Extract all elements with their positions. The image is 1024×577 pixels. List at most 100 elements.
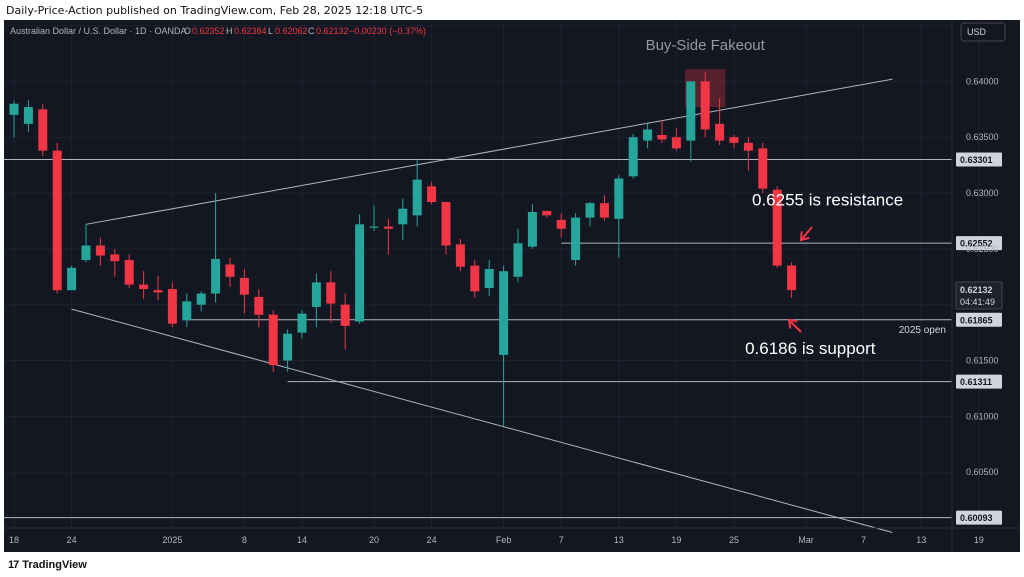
annotation-text: Buy-Side Fakeout xyxy=(646,37,766,54)
candle-body xyxy=(254,296,264,315)
candle-body xyxy=(715,123,725,141)
candle xyxy=(743,137,753,171)
candle xyxy=(167,282,177,328)
svg-text:L: L xyxy=(268,26,273,36)
level-price-label: 0.61311 xyxy=(960,377,992,387)
time-tick-label: 20 xyxy=(369,535,379,545)
candle-body xyxy=(599,203,609,218)
time-tick-label: 19 xyxy=(671,535,681,545)
candle xyxy=(686,81,696,162)
price-chart[interactable]: 0.63301 0.62552 0.61865 2025 open 0.61311 0.6… xyxy=(4,20,1020,552)
red-arrow-shaft xyxy=(800,226,813,241)
annotation-text: 0.6186 is support xyxy=(745,339,876,358)
ohlc-readout: O 0.62352 H 0.62384 L 0.62062 C 0.62132 … xyxy=(184,26,426,36)
annotation-text: 0.6255 is resistance xyxy=(752,190,903,209)
candle xyxy=(297,310,307,339)
tradingview-logo-icon: 17 xyxy=(8,559,19,571)
candle-body xyxy=(153,290,163,293)
time-tick-label: 25 xyxy=(729,535,739,545)
candle-body xyxy=(340,304,350,326)
candle xyxy=(81,224,91,263)
candle-body xyxy=(729,137,739,143)
level-price-tag xyxy=(956,312,1002,327)
candle xyxy=(139,271,149,300)
candle-body xyxy=(326,282,336,304)
time-tick-label: 7 xyxy=(559,535,564,545)
time-tick-label: 2025 xyxy=(162,535,182,545)
candle xyxy=(124,254,134,288)
candle xyxy=(23,100,33,132)
trendlines xyxy=(71,78,893,533)
tradingview-brand: TradingView xyxy=(22,559,87,571)
candle-body xyxy=(196,293,206,305)
candle-body xyxy=(81,245,91,261)
red-arrow xyxy=(799,226,813,242)
chart-area[interactable]: 0.63301 0.62552 0.61865 2025 open 0.61311 0.6… xyxy=(4,20,1020,552)
candle xyxy=(398,198,408,240)
candle-body xyxy=(787,265,797,291)
candle-body xyxy=(124,260,134,285)
candle xyxy=(95,237,105,266)
candle-body xyxy=(585,203,595,218)
price-tick-label: 0.63000 xyxy=(966,188,999,198)
level-price-label: 0.62552 xyxy=(960,239,993,249)
time-tick-label: 24 xyxy=(427,535,437,545)
candle xyxy=(513,228,523,283)
candle-body xyxy=(139,284,149,290)
candle-body xyxy=(182,301,192,321)
ohlc-change: −0.00230 (−0.37%) xyxy=(349,26,426,36)
candle-body xyxy=(95,245,105,256)
candle-body xyxy=(542,210,552,216)
candle-body xyxy=(283,333,293,361)
candle xyxy=(441,201,451,255)
current-price-label: 0.62132 xyxy=(960,285,993,295)
candle xyxy=(643,122,653,149)
svg-text:C: C xyxy=(308,26,315,36)
published-by-text: Daily-Price-Action published on TradingV… xyxy=(6,4,424,17)
candle xyxy=(715,98,725,146)
candle-body xyxy=(614,178,624,219)
candle-body xyxy=(355,224,365,322)
time-tick-label: 13 xyxy=(916,535,926,545)
candle-body xyxy=(412,179,422,216)
candle-body xyxy=(9,103,19,115)
red-arrow-shaft xyxy=(788,319,802,333)
candle-body xyxy=(67,267,77,291)
countdown-label: 04:41:49 xyxy=(960,297,995,307)
level-price-tag xyxy=(956,236,1002,251)
time-tick-label: 8 xyxy=(242,535,247,545)
candle xyxy=(412,159,422,227)
tradingview-logo[interactable]: 17 TradingView xyxy=(8,559,87,571)
price-axis: 0.605000.610000.615000.620000.625000.630… xyxy=(951,20,1003,552)
trendline xyxy=(85,78,893,225)
price-tick-label: 0.64000 xyxy=(966,76,999,86)
candle xyxy=(326,271,336,323)
candles xyxy=(9,72,797,428)
trendline xyxy=(71,308,893,533)
ohlc-open: 0.62352 xyxy=(192,26,225,36)
candle xyxy=(455,238,465,272)
time-tick-label: 14 xyxy=(297,535,307,545)
level-tag-label: 2025 open xyxy=(899,325,946,336)
svg-text:H: H xyxy=(226,26,233,36)
candle-body xyxy=(297,313,307,333)
candle-body xyxy=(700,81,710,130)
candle xyxy=(700,72,710,138)
candle-body xyxy=(628,137,638,177)
candle xyxy=(383,218,393,255)
candle-body xyxy=(38,109,48,151)
level-price-tag xyxy=(956,510,1002,525)
candle-body xyxy=(369,226,379,228)
time-axis: 18 24 2025 8 14 20 24 Feb 7 13 19 25 Mar 7 13 19 xyxy=(4,527,1020,545)
time-tick-label: Mar xyxy=(798,535,814,545)
currency-button[interactable]: USD xyxy=(960,22,1006,42)
candle-body xyxy=(52,150,62,291)
candle xyxy=(355,214,365,324)
red-arrow-head xyxy=(787,318,798,329)
candle-body xyxy=(671,137,681,149)
svg-text:O: O xyxy=(184,26,191,36)
symbol-title: Australian Dollar / U.S. Dollar · 1D · O… xyxy=(10,26,187,36)
red-arrow-head xyxy=(799,231,810,242)
candle xyxy=(542,210,552,218)
